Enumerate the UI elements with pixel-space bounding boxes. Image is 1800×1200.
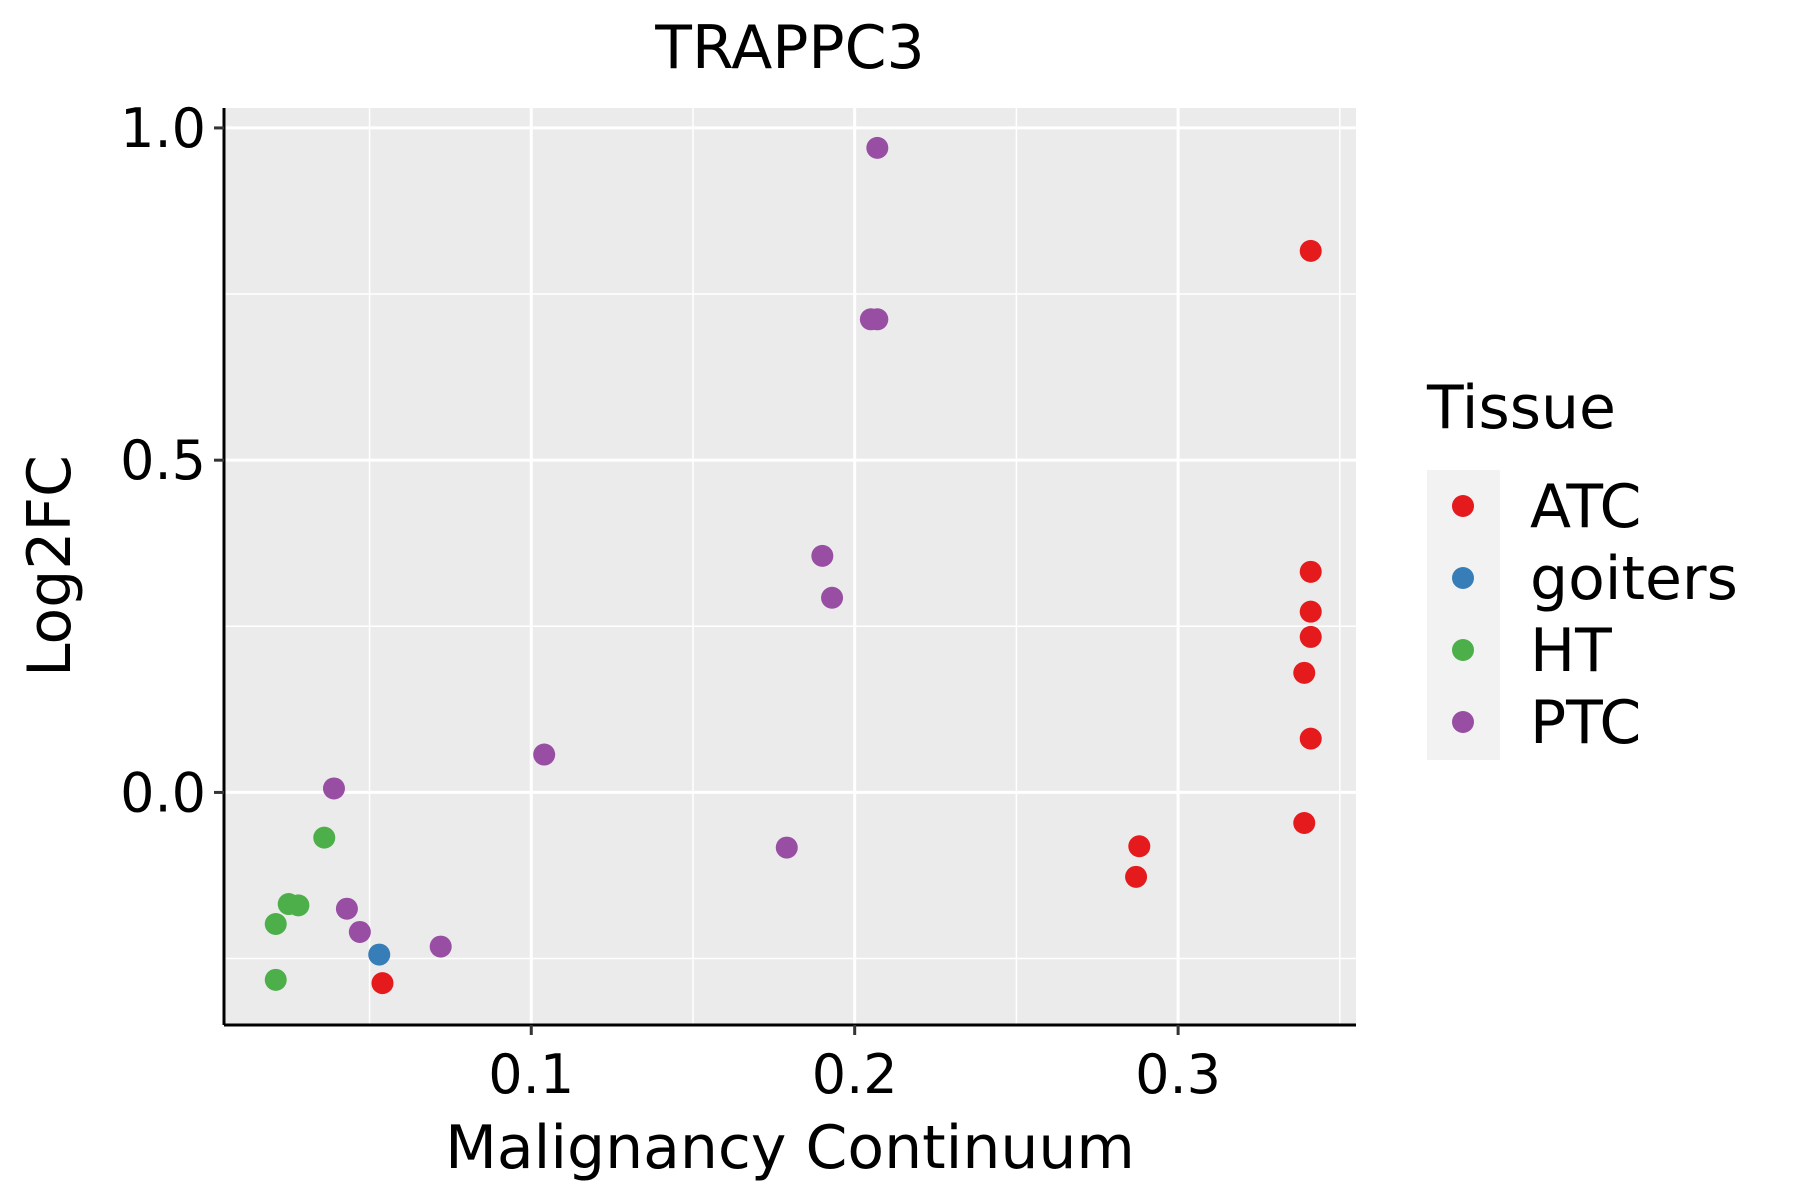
x-tick-label: 0.1 [488,1043,574,1106]
data-point-goiters [368,943,391,966]
grid-minor-lines [224,108,1356,1025]
legend-key-atc [1452,495,1474,517]
data-point-atc [371,972,394,995]
data-point-ptc [322,777,345,800]
data-point-ht [264,968,287,991]
plot-panel [224,108,1356,1025]
grid-major-lines [224,108,1356,1025]
data-point-ptc [775,836,798,859]
x-axis-ticks: 0.1 0.2 0.3 [488,1025,1221,1106]
y-tick-label: 0.5 [120,429,206,492]
data-point-ht [287,894,310,917]
legend-key-goiters [1452,567,1474,589]
data-point-atc [1299,600,1322,623]
data-point-atc [1293,811,1316,834]
y-axis-title: Log2FC [15,455,85,677]
data-point-ptc [811,544,834,567]
legend-label-goiters: goiters [1530,544,1738,614]
y-axis-ticks: 0.0 0.5 1.0 [120,97,224,824]
legend-key-ptc [1452,711,1474,733]
data-point-ptc [348,920,371,943]
data-point-atc [1299,727,1322,750]
legend-key-ht [1452,639,1474,661]
data-point-ht [264,912,287,935]
y-tick-label: 0.0 [120,761,206,824]
data-point-atc [1299,239,1322,262]
y-tick-label: 1.0 [120,97,206,160]
data-point-ptc [821,586,844,609]
data-point-ptc [429,935,452,958]
data-point-ht [313,826,336,849]
data-points [264,136,1322,995]
x-tick-label: 0.3 [1135,1043,1221,1106]
data-point-atc [1293,661,1316,684]
x-tick-label: 0.2 [812,1043,898,1106]
data-point-ptc [335,897,358,920]
data-point-ptc [533,743,556,766]
x-axis-title: Malignancy Continuum [445,1113,1135,1183]
legend-label-atc: ATC [1530,472,1641,542]
data-point-ptc [866,308,889,331]
legend-label-ht: HT [1530,616,1612,686]
legend-label-ptc: PTC [1530,688,1641,758]
legend-title: Tissue [1426,373,1616,443]
data-point-atc [1299,560,1322,583]
data-point-atc [1125,865,1148,888]
chart-title: TRAPPC3 [654,13,924,83]
data-point-ptc [866,136,889,159]
data-point-atc [1128,835,1151,858]
data-point-atc [1299,625,1322,648]
